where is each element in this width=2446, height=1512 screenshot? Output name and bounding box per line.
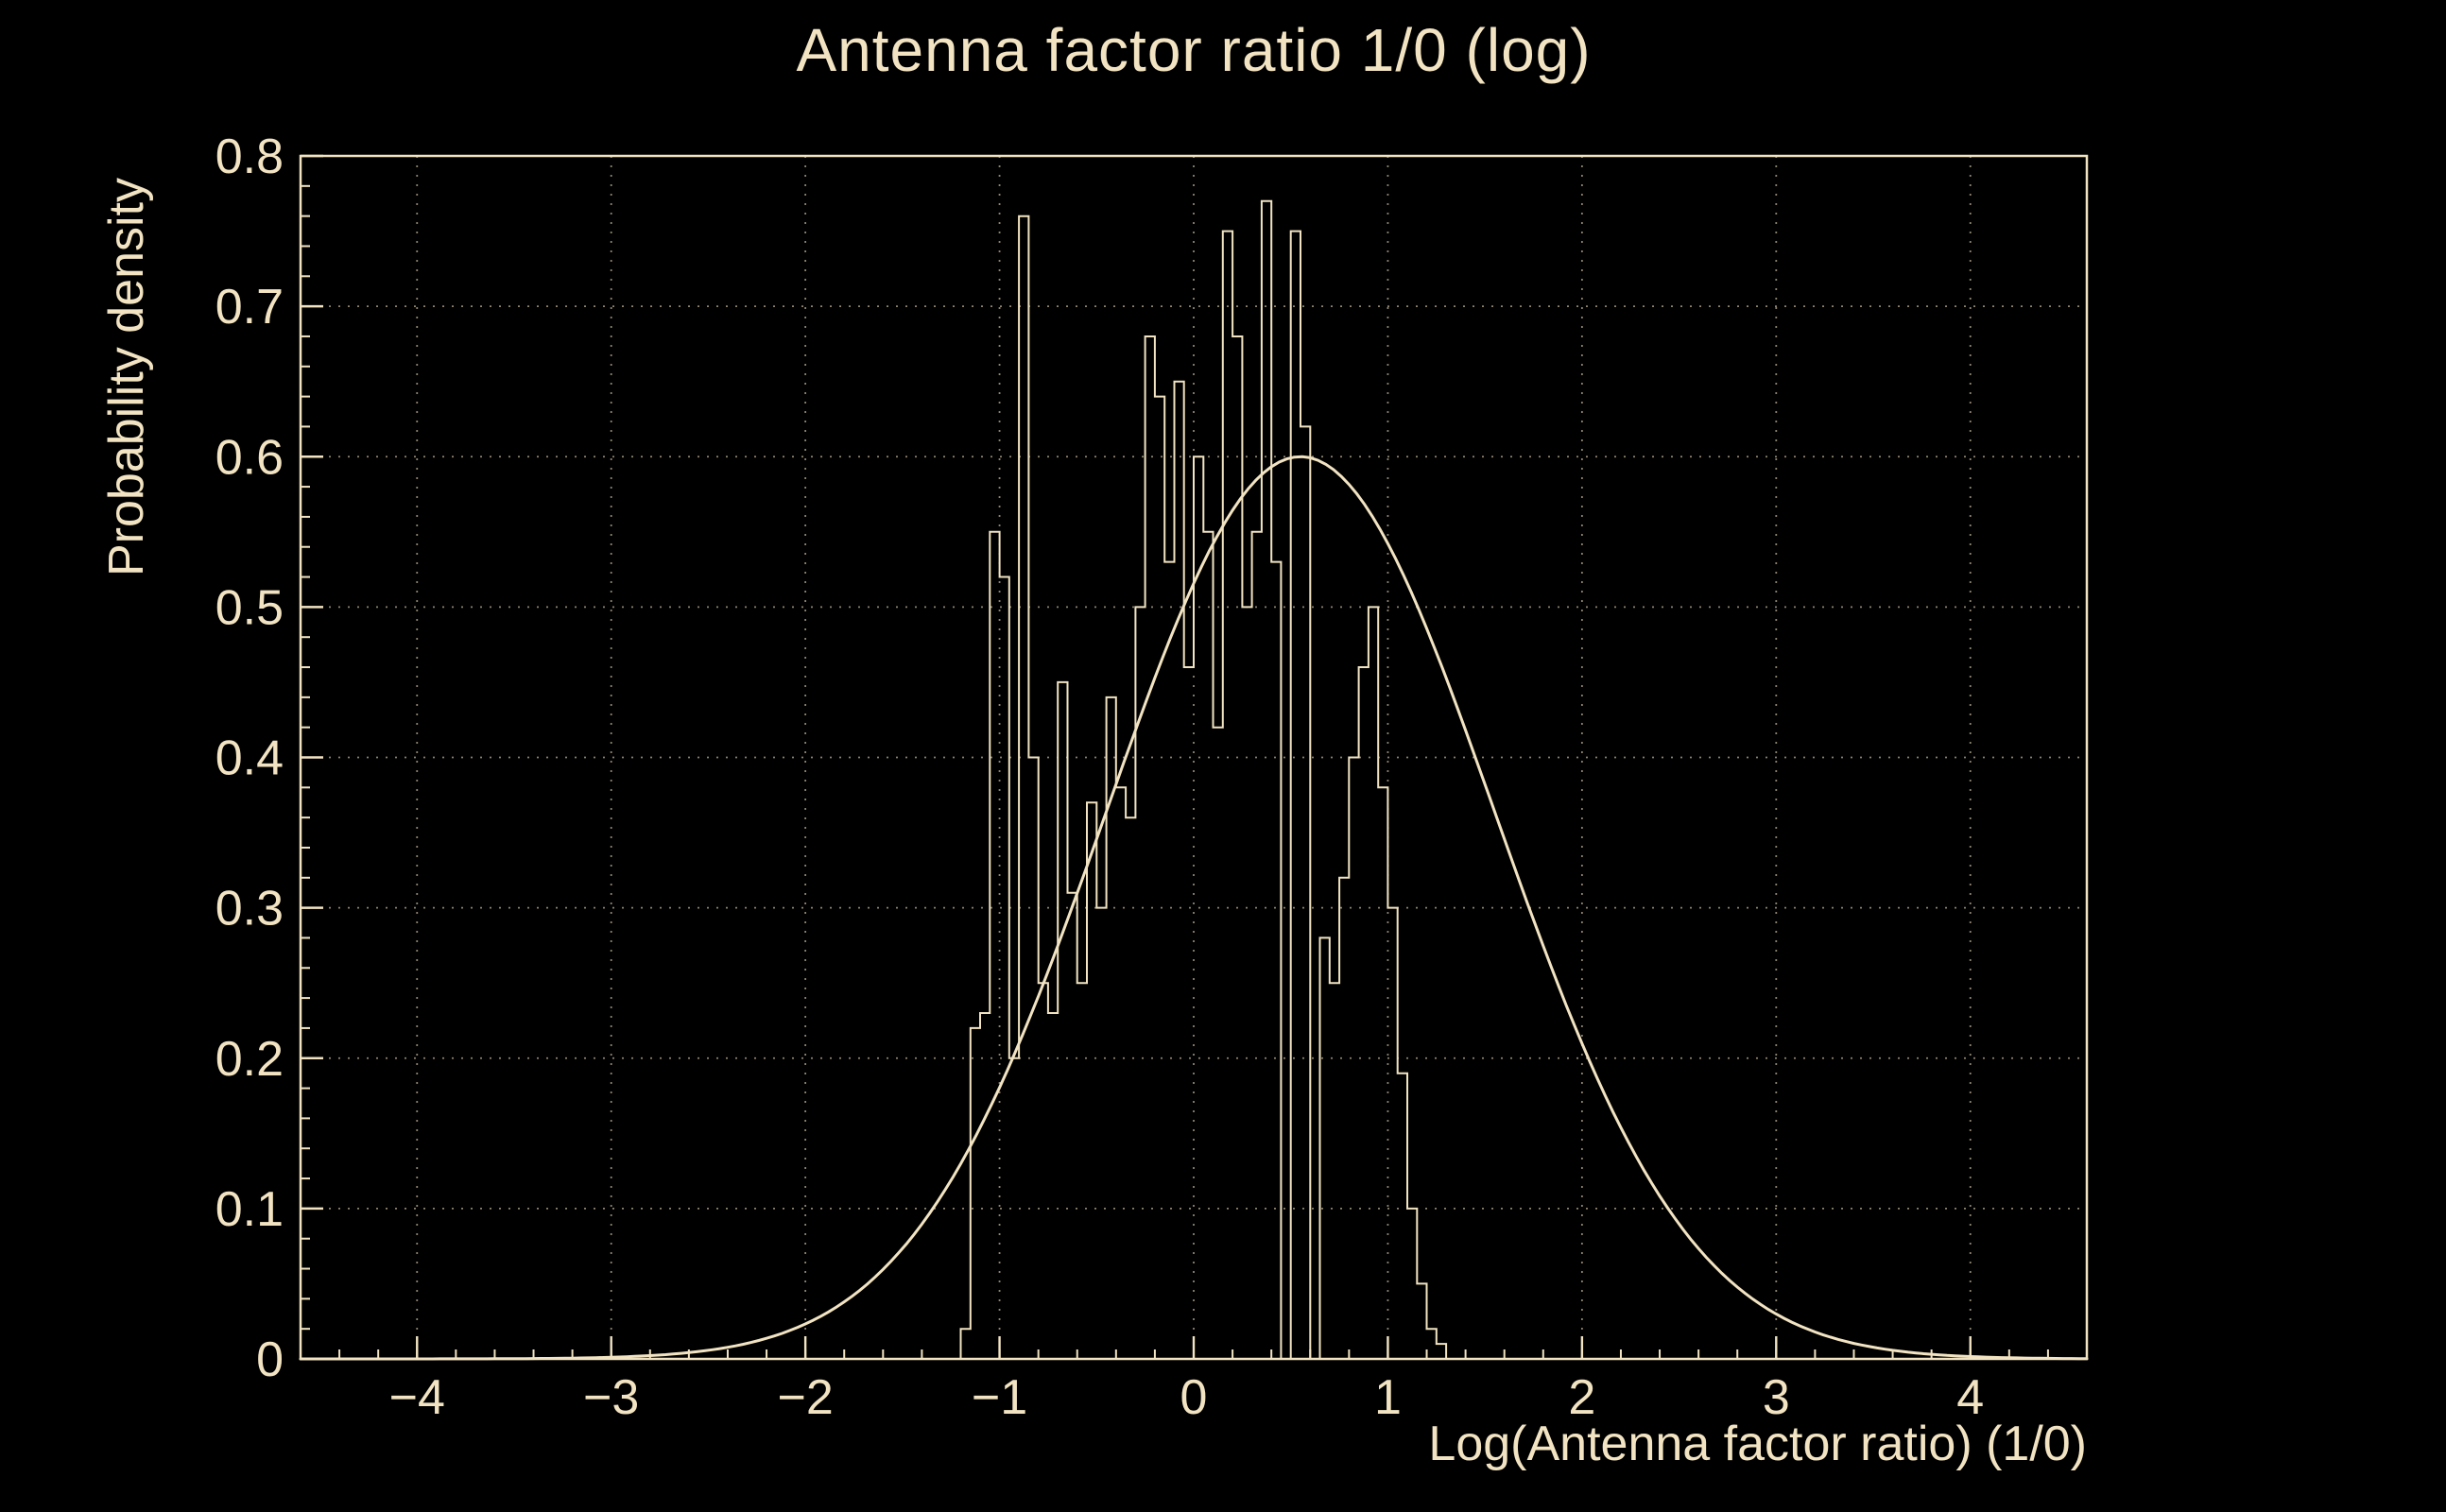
y-tick-label: 0.7	[215, 280, 284, 335]
x-tick-label: 0	[1180, 1370, 1208, 1425]
x-tick-label: 2	[1568, 1370, 1595, 1425]
y-tick-label: 0.4	[215, 731, 284, 786]
x-axis-label: Log(Antenna factor ratio) (1/0)	[1428, 1417, 2087, 1471]
x-tick-label: −2	[777, 1370, 833, 1425]
y-tick-label: 0.6	[215, 430, 284, 485]
x-tick-label: 1	[1374, 1370, 1402, 1425]
y-tick-label: 0.5	[215, 580, 284, 635]
y-tick-label: 0	[256, 1332, 284, 1387]
chart-title: Antenna factor ratio 1/0 (log)	[796, 16, 1592, 84]
x-tick-label: −1	[972, 1370, 1027, 1425]
x-tick-label: 3	[1763, 1370, 1790, 1425]
y-tick-label: 0.2	[215, 1032, 284, 1087]
y-tick-label: 0.1	[215, 1182, 284, 1237]
histogram-step-path	[951, 199, 1448, 1360]
x-tick-label: −3	[583, 1370, 639, 1425]
y-tick-label: 0.3	[215, 882, 284, 936]
x-tick-label: 4	[1956, 1370, 1984, 1425]
y-tick-label: 0.8	[215, 129, 284, 184]
fit-curve-path	[299, 455, 2089, 1361]
x-tick-label: −4	[389, 1370, 445, 1425]
